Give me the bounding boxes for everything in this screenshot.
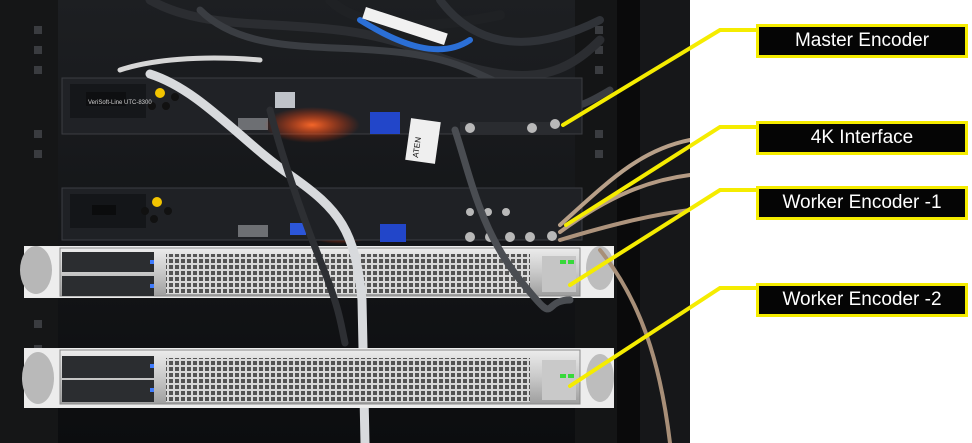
worker-encoder-1-label: Worker Encoder -1 [756, 186, 968, 220]
kvm-brand-text: ATEN [411, 136, 423, 158]
worker-encoder-2-label: Worker Encoder -2 [756, 283, 968, 317]
4k-interface-label: 4K Interface [756, 121, 968, 155]
master-encoder-label: Master Encoder [756, 24, 968, 58]
front-panel-model-text: VeriSoft-Line UTC-8300 [88, 100, 152, 106]
server-rack-photo: VeriSoft-Line UTC-8300 ATEN [0, 0, 690, 443]
